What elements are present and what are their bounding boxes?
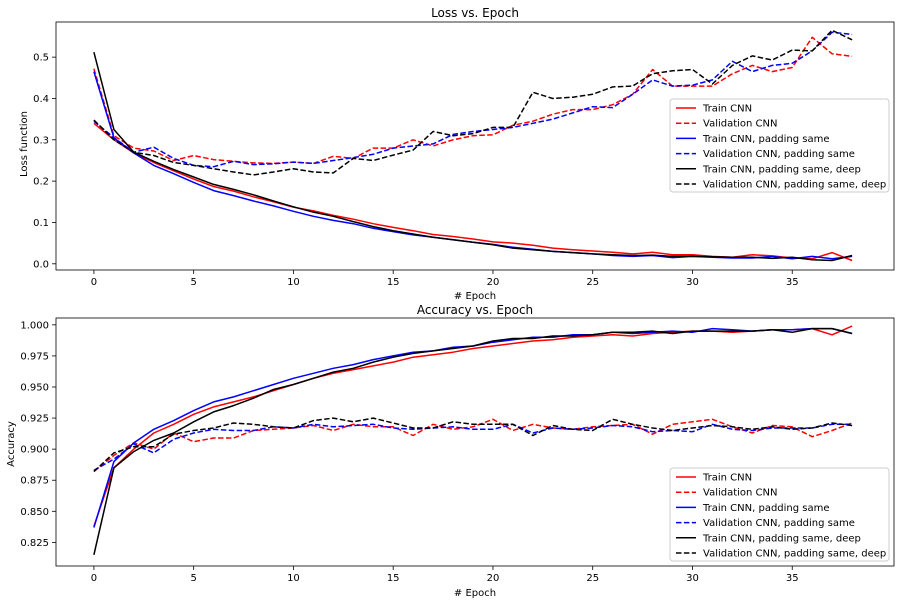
series-line-train-cnn-padding-same-deep (93, 327, 853, 555)
loss-chart-legend: Train CNN Validation CNN Train CNN, paddin… (669, 98, 890, 193)
accuracy-chart-title: Accuracy vs. Epoch (417, 303, 533, 317)
y-tick-label: 0.875 (20, 476, 49, 487)
y-tick-label: 0.825 (20, 538, 49, 549)
loss-chart: Loss vs. Epoch Loss function # Epoch 0 5 1… (19, 6, 895, 302)
x-tick-label: 30 (686, 277, 699, 288)
x-tick-label: 10 (287, 573, 300, 584)
series-line-validation-cnn-padding-same-deep (93, 417, 853, 473)
y-tick-label: 0.975 (20, 351, 49, 362)
accuracy-chart-frame (55, 317, 895, 567)
legend-label: Validation CNN, padding same, deep (703, 549, 886, 560)
y-tick-label: 0.2 (33, 177, 49, 188)
legend-label: Train CNN, padding same (702, 503, 830, 514)
series-line-train-cnn-padding-same-deep (93, 52, 853, 262)
x-tick-label: 0 (91, 277, 97, 288)
series-line-validation-cnn-padding-same-deep (93, 29, 853, 176)
legend-label: Validation CNN, padding same, deep (703, 180, 886, 191)
x-tick-label: 5 (190, 277, 196, 288)
loss-chart-ticks: 0 5 10 15 20 25 30 35 0.0 0.1 0.2 0.3 0.4 0.5 (33, 53, 799, 288)
y-tick-label: 0.925 (20, 414, 49, 425)
y-tick-label: 1.000 (20, 320, 49, 331)
legend-label: Validation CNN (703, 488, 778, 499)
legend-box (669, 467, 890, 562)
loss-chart-title: Loss vs. Epoch (431, 6, 519, 20)
y-tick-label: 0.3 (33, 135, 49, 146)
legend-label: Train CNN, padding same, deep (702, 164, 861, 175)
x-tick-label: 10 (287, 277, 300, 288)
series-line-validation-cnn-padding-same (93, 423, 853, 471)
y-tick-label: 0.950 (20, 382, 49, 393)
loss-chart-series (93, 29, 853, 262)
legend-label: Validation CNN (703, 119, 778, 130)
legend-label: Train CNN (702, 104, 752, 115)
x-tick-label: 35 (786, 573, 799, 584)
series-line-validation-cnn-padding-same (93, 31, 853, 168)
x-tick-label: 25 (586, 573, 599, 584)
y-tick-label: 0.5 (33, 53, 49, 64)
legend-label: Train CNN (702, 473, 752, 484)
accuracy-chart-ticks: 0 5 10 15 20 25 30 35 0.825 0.850 0.875 0.900 0.925 0… (20, 320, 798, 584)
accuracy-chart-series (93, 325, 853, 555)
legend-items: Train CNN Validation CNN Train CNN, paddin… (676, 104, 886, 191)
legend-items: Train CNN Validation CNN Train CNN, paddin… (676, 473, 886, 560)
x-tick-label: 15 (387, 573, 400, 584)
y-tick-label: 0.1 (33, 218, 49, 229)
x-tick-label: 20 (487, 573, 500, 584)
legend-label: Train CNN, padding same (702, 134, 830, 145)
y-tick-label: 0.900 (20, 445, 49, 456)
loss-chart-ylabel: Loss function (19, 111, 30, 177)
legend-label: Train CNN, padding same, deep (702, 533, 861, 544)
x-tick-label: 5 (190, 573, 196, 584)
x-tick-label: 25 (586, 277, 599, 288)
y-tick-label: 0.0 (33, 259, 49, 270)
accuracy-chart-xlabel: # Epoch (454, 588, 496, 599)
loss-chart-xlabel: # Epoch (454, 291, 496, 302)
accuracy-chart-ylabel: Accuracy (6, 421, 17, 467)
loss-chart-frame (55, 21, 895, 271)
x-tick-label: 20 (487, 277, 500, 288)
accuracy-chart: Accuracy vs. Epoch Accuracy # Epoch 0 5 10… (6, 303, 895, 599)
legend-label: Validation CNN, padding same (703, 518, 855, 529)
y-tick-label: 0.4 (33, 94, 49, 105)
y-tick-label: 0.850 (20, 507, 49, 518)
x-tick-label: 35 (786, 277, 799, 288)
series-line-validation-cnn (93, 418, 853, 473)
x-tick-label: 0 (91, 573, 97, 584)
x-tick-label: 15 (387, 277, 400, 288)
legend-box (669, 98, 890, 193)
series-line-validation-cnn (93, 36, 853, 165)
accuracy-chart-legend: Train CNN Validation CNN Train CNN, paddin… (669, 467, 890, 562)
series-line-train-cnn (93, 325, 853, 527)
legend-label: Validation CNN, padding same (703, 149, 855, 160)
x-tick-label: 30 (686, 573, 699, 584)
